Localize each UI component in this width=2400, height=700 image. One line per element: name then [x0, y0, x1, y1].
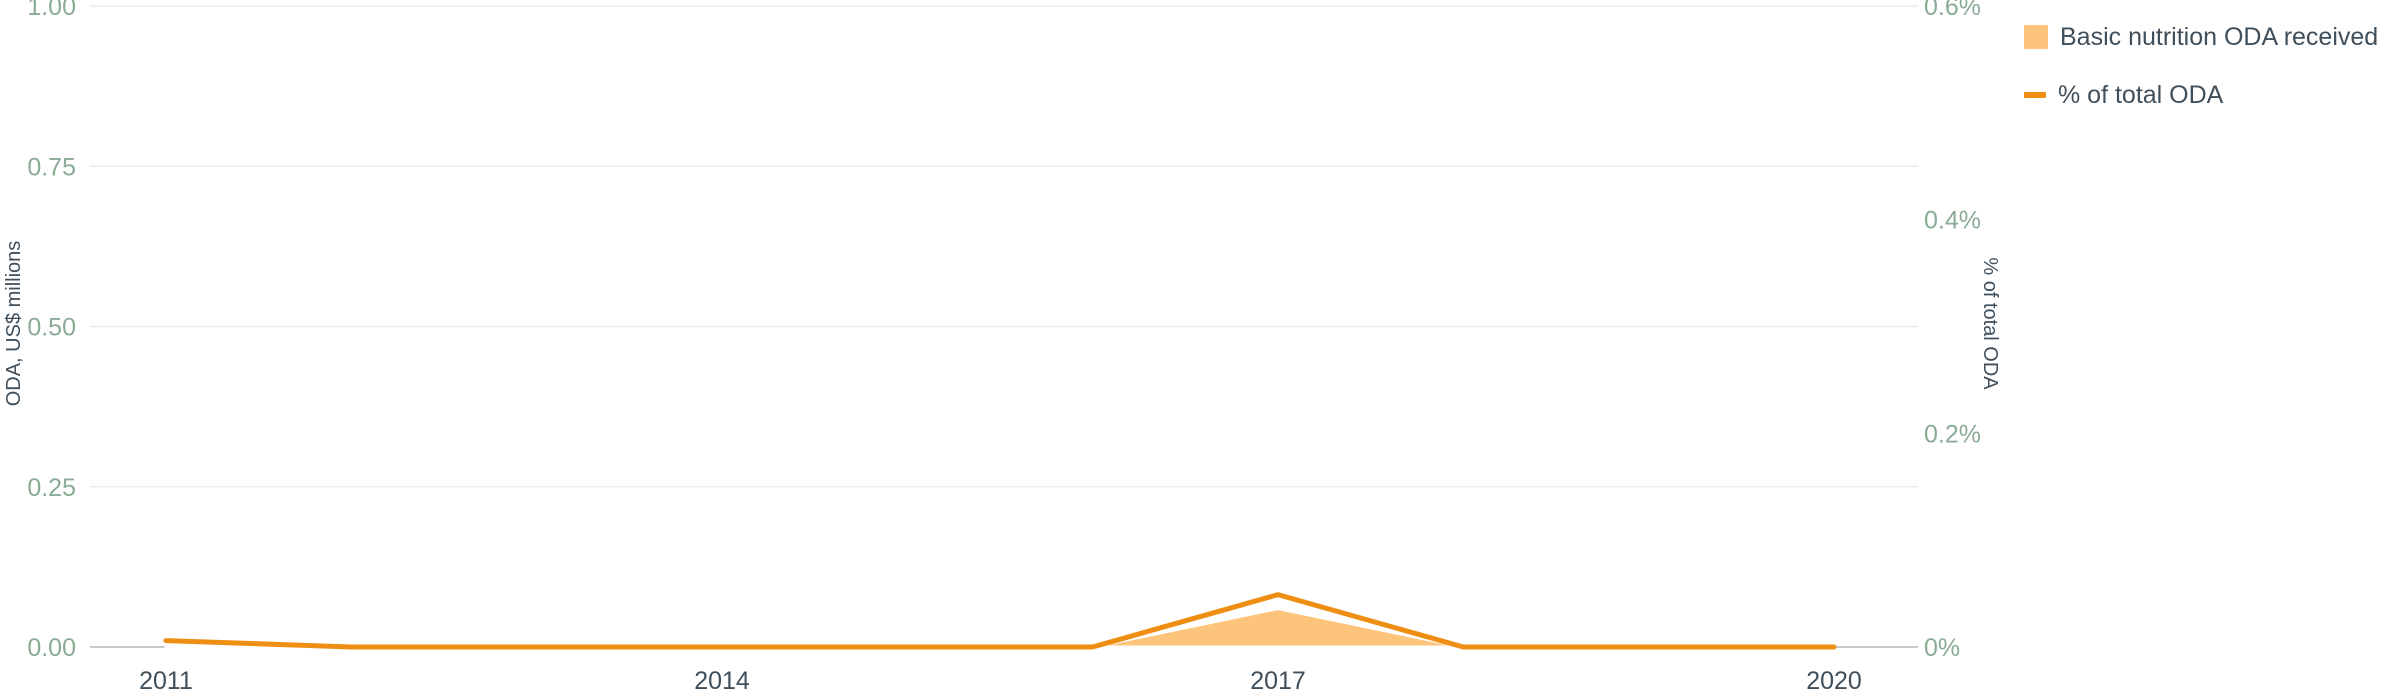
y-right-tick-label: 0.2% — [1924, 420, 1981, 448]
y-left-tick-label: 0.25 — [27, 474, 76, 502]
line-series — [163, 592, 1837, 650]
y-left-tick-label: 1.00 — [27, 0, 76, 21]
y-right-tick-label: 0.4% — [1924, 207, 1981, 235]
area-series — [164, 607, 1836, 649]
y-right-tick-label: 0% — [1924, 634, 1960, 662]
y-axis-right-label: % of total ODA — [1979, 257, 2001, 390]
gridlines — [90, 5, 1918, 648]
legend-swatch-line-icon — [2024, 92, 2046, 98]
x-tick-label: 2014 — [694, 667, 750, 695]
y-left-tick-label: 0.00 — [27, 634, 76, 662]
y-axis-left-label: ODA, US$ millions — [3, 241, 25, 407]
line-series-percent-total[interactable] — [163, 592, 1837, 650]
y-left-tick-label: 0.75 — [27, 153, 76, 181]
x-tick-label: 2017 — [1250, 667, 1306, 695]
x-tick-label: 2020 — [1806, 667, 1862, 695]
x-tick-label: 2011 — [139, 667, 193, 695]
y-left-tick-label: 0.50 — [27, 314, 76, 342]
legend-item-oda-received[interactable]: Basic nutrition ODA received — [2024, 18, 2378, 56]
area-series-oda-received[interactable] — [164, 607, 1836, 649]
legend-item-percent-total[interactable]: % of total ODA — [2024, 76, 2378, 114]
legend-swatch-area-icon — [2024, 25, 2048, 49]
y-right-tick-label: 0.6% — [1924, 0, 1981, 21]
tick-labels: 0.00 0.25 0.50 0.75 1.00 0% 0.2% 0.4% 0.6% 2011 20… — [27, 0, 1981, 695]
legend: Basic nutrition ODA received % of total … — [2024, 18, 2378, 134]
legend-label: Basic nutrition ODA received — [2060, 22, 2379, 51]
legend-label: % of total ODA — [2058, 80, 2224, 109]
